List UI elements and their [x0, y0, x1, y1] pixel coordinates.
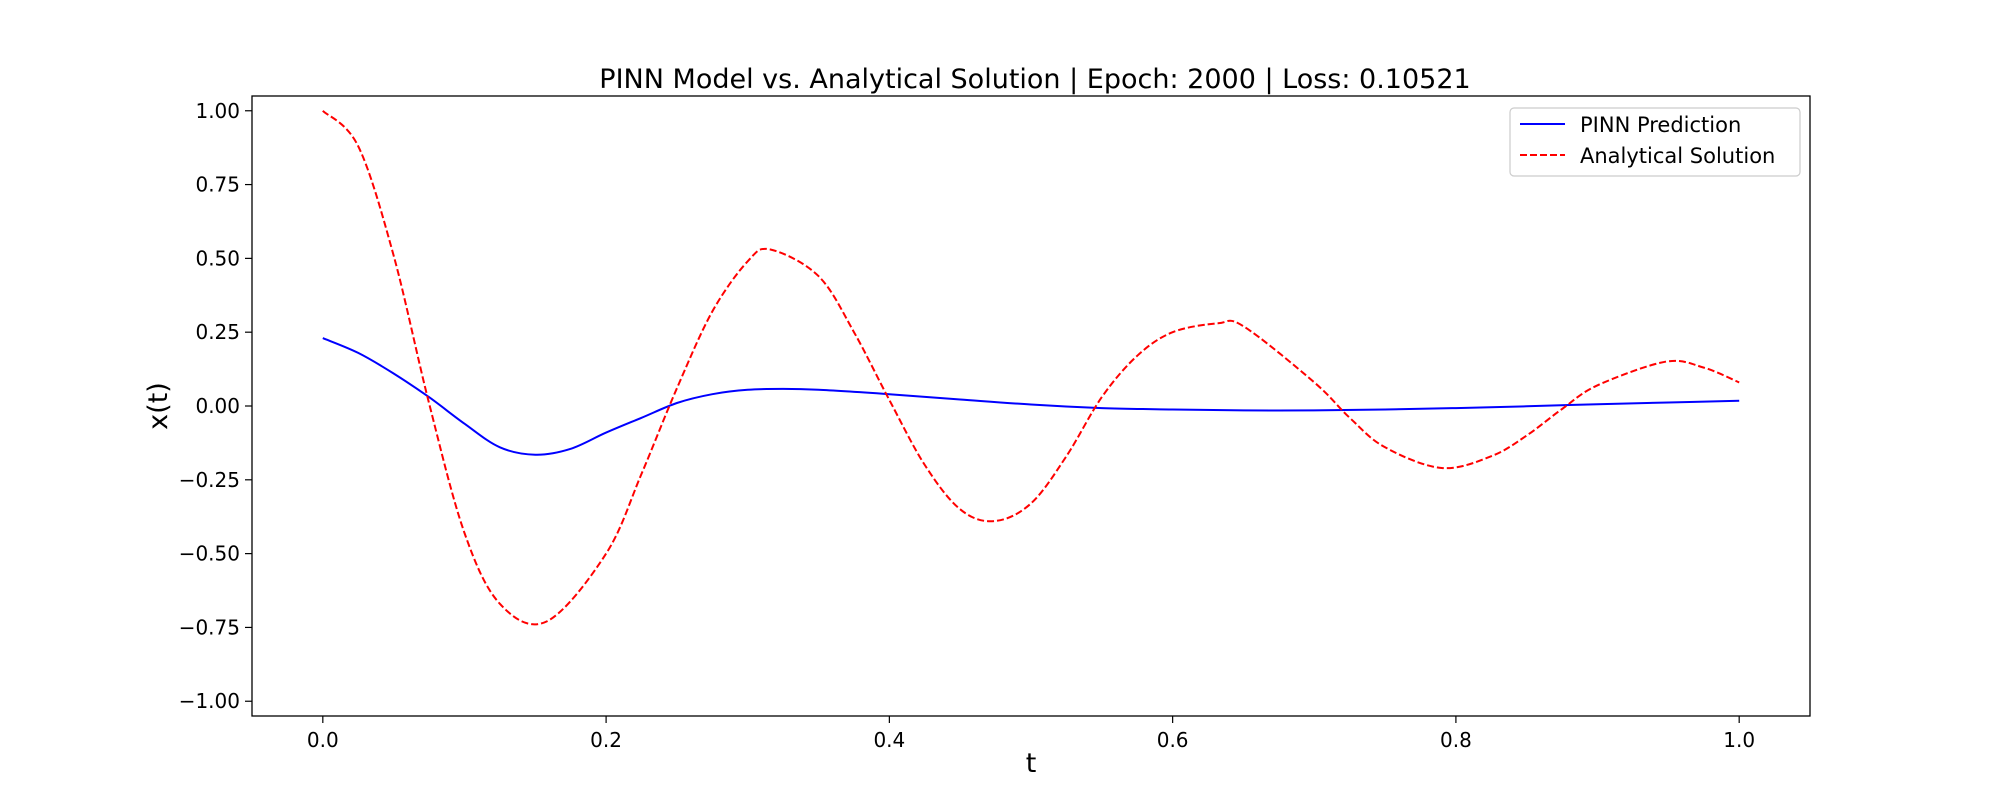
legend-label-analytical: Analytical Solution: [1580, 144, 1775, 168]
x-tick-label: 1.0: [1723, 728, 1755, 752]
x-tick-label: 0.6: [1157, 728, 1189, 752]
x-axis-label: t: [1026, 748, 1037, 779]
series-line-pinn-prediction: [322, 337, 1740, 456]
plot-frame: [251, 95, 1811, 717]
chart-title: PINN Model vs. Analytical Solution | Epo…: [599, 64, 1470, 95]
y-tick-label: 0.75: [195, 173, 240, 197]
x-axis-ticks: 0.0 0.2 0.4 0.6 0.8 1.0: [307, 716, 1755, 752]
series-line-analytical-solution: [322, 110, 1740, 626]
series-layer: [322, 110, 1740, 626]
legend-frame: [1509, 107, 1801, 177]
y-tick-label: −0.50: [179, 542, 240, 566]
plot-area: 0.0 0.2 0.4 0.6 0.8 1.0 1.00 0.75 0.50 0.25 0.00 −…: [179, 95, 1811, 752]
y-tick-label: 1.00: [195, 99, 240, 123]
y-tick-label: −0.75: [179, 615, 240, 639]
legend: PINN Prediction Analytical Solution: [1509, 107, 1801, 177]
y-axis-ticks: 1.00 0.75 0.50 0.25 0.00 −0.25 −0.50 −0.75 −1.00: [179, 99, 252, 713]
y-tick-label: −0.25: [179, 468, 240, 492]
y-tick-label: 0.00: [195, 394, 240, 418]
x-tick-label: 0.4: [873, 728, 905, 752]
y-tick-label: 0.50: [195, 246, 240, 270]
legend-label-pinn: PINN Prediction: [1580, 113, 1741, 137]
y-axis-label: x(t): [143, 382, 174, 430]
x-tick-label: 0.8: [1440, 728, 1472, 752]
x-tick-label: 0.2: [590, 728, 622, 752]
y-tick-label: 0.25: [195, 320, 240, 344]
y-tick-label: −1.00: [179, 689, 240, 713]
x-tick-label: 0.0: [307, 728, 339, 752]
